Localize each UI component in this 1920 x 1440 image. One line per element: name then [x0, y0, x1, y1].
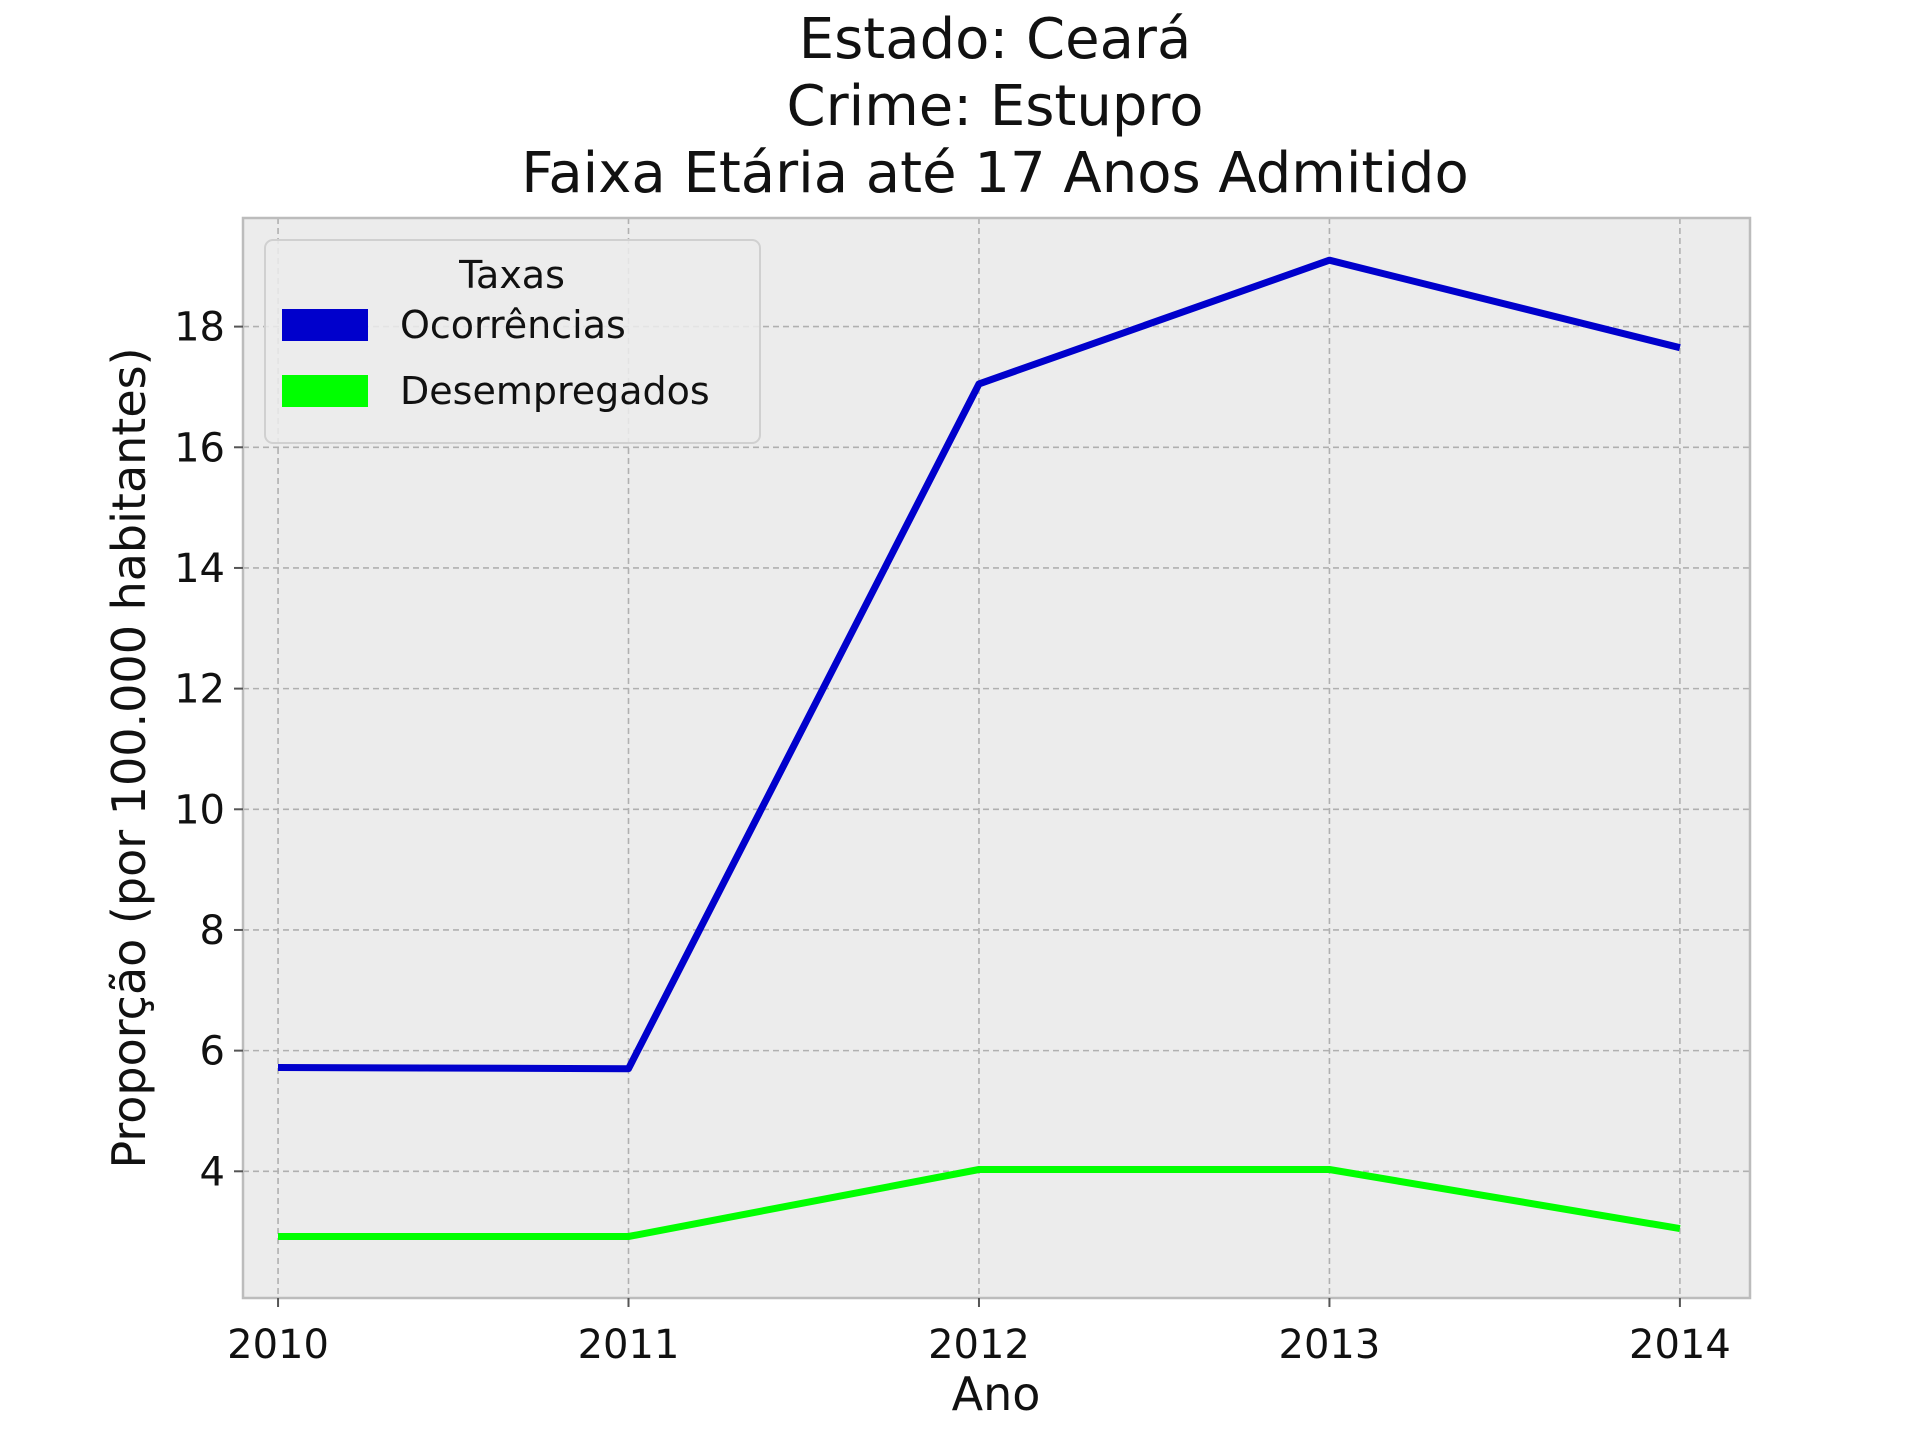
legend-label: Desempregados: [400, 369, 710, 413]
x-axis-label: Ano: [952, 1367, 1041, 1421]
series-layer: [277, 256, 1681, 1240]
x-axis-ticks: 2010 2011 2012 2013 2014: [227, 1298, 1731, 1368]
legend-swatch: [282, 375, 368, 407]
legend-swatch: [282, 309, 368, 341]
series-line-ocorr-ncias: [277, 256, 1681, 1073]
x-tick-label: 2010: [227, 1322, 329, 1368]
legend-box: [264, 239, 761, 444]
x-tick-label: 2012: [928, 1322, 1030, 1368]
chart-title: Estado: Ceará Crime: Estupro Faixa Etári…: [521, 7, 1469, 206]
x-tick-label: 2013: [1279, 1322, 1381, 1368]
y-tick-label: 10: [174, 787, 225, 833]
y-tick-label: 18: [174, 305, 225, 351]
legend-entries: Ocorrências Desempregados: [282, 303, 710, 413]
y-tick-label: 8: [200, 908, 225, 954]
plot-frame: [241, 216, 1752, 1300]
y-tick-label: 16: [174, 425, 225, 471]
y-tick-label: 12: [174, 667, 225, 713]
chart-title-line-3: Faixa Etária até 17 Anos Admitido: [521, 141, 1469, 206]
chart-title-line-2: Crime: Estupro: [787, 74, 1204, 139]
legend-label: Ocorrências: [400, 303, 626, 347]
legend: Taxas Ocorrências Desempregados: [264, 239, 761, 444]
series-line-desempregados: [278, 1166, 1681, 1240]
legend-title: Taxas: [458, 253, 565, 297]
y-axis-ticks: 4 6 8 10 12 14 16 18: [174, 305, 243, 1195]
chart-title-line-1: Estado: Ceará: [799, 7, 1192, 72]
x-tick-label: 2011: [578, 1322, 680, 1368]
grid: [243, 218, 1750, 1298]
x-tick-label: 2014: [1629, 1322, 1731, 1368]
y-tick-label: 4: [200, 1149, 225, 1195]
y-tick-label: 14: [174, 546, 225, 592]
y-axis-label: Proporção (por 100.000 habitantes): [102, 347, 156, 1168]
y-tick-label: 6: [200, 1029, 225, 1075]
